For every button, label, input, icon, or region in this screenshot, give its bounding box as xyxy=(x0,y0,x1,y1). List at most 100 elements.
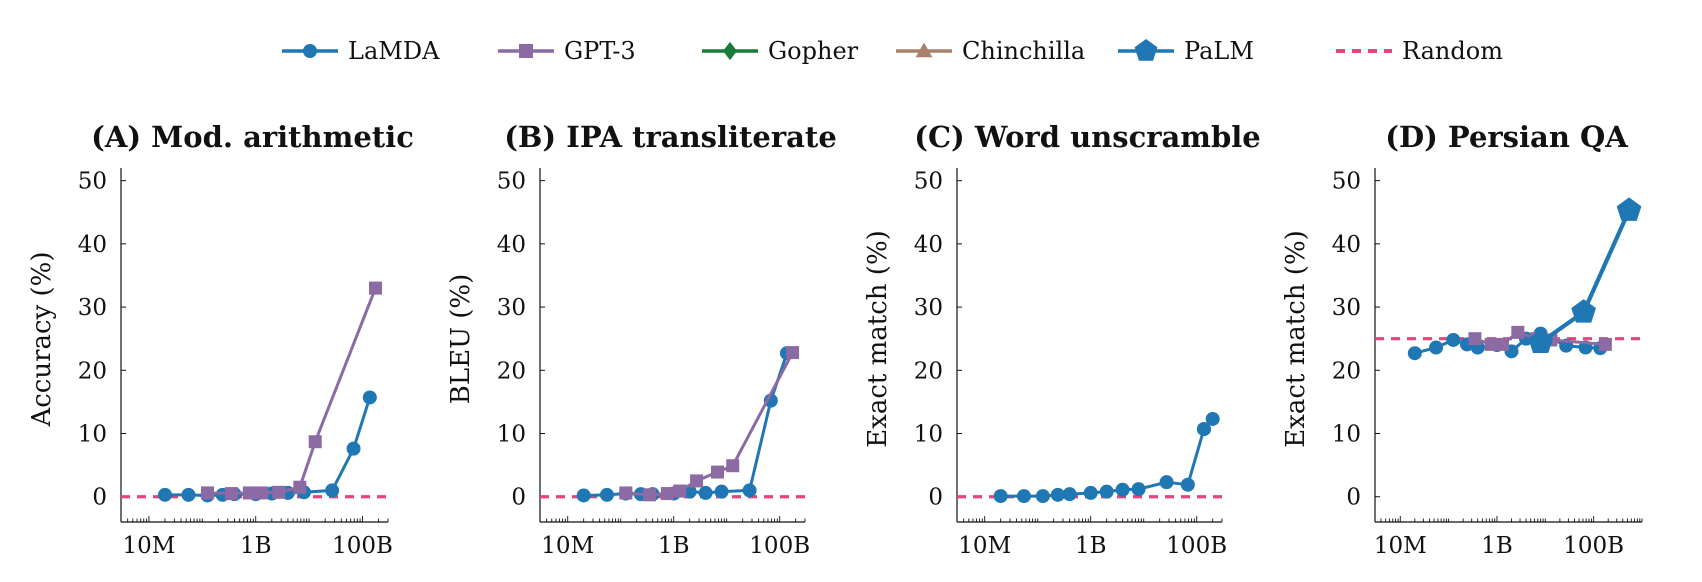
x-tick-label: 10M xyxy=(123,533,176,559)
chart-title: (D) Persian QA xyxy=(1385,120,1628,154)
data-point xyxy=(1571,299,1596,323)
data-point xyxy=(1131,482,1146,497)
data-point xyxy=(242,486,256,500)
y-tick-label: 20 xyxy=(914,358,943,384)
legend-label: LaMDA xyxy=(348,37,440,65)
series-line xyxy=(1000,428,1206,498)
data-point xyxy=(576,488,591,503)
y-tick-label: 20 xyxy=(78,358,107,384)
series-palm xyxy=(1528,197,1642,353)
y-tick-label: 50 xyxy=(78,169,107,195)
series-lamda xyxy=(1196,411,1220,437)
data-point xyxy=(1050,487,1065,502)
data-point xyxy=(224,487,238,501)
data-point xyxy=(255,486,269,500)
legend-item-random: Random xyxy=(1336,37,1503,65)
y-tick-label: 40 xyxy=(914,232,943,258)
chart-panel-4: (D) Persian QA 0 10 20 30 40 50 10M 1B 100B Exact … xyxy=(1281,120,1643,559)
chart-panel-2: (B) IPA transliterate 0 10 20 30 40 50 10M 1B 100… xyxy=(446,120,837,559)
x-tick-label: 100B xyxy=(1563,533,1624,559)
data-point xyxy=(293,480,307,494)
data-point xyxy=(181,487,196,502)
data-point xyxy=(1429,340,1444,355)
series-gpt-3 xyxy=(200,281,382,501)
legend-label: Chinchilla xyxy=(962,37,1085,65)
series-lamda xyxy=(576,346,794,503)
x-tick-label: 1B xyxy=(1075,533,1107,559)
data-point xyxy=(643,488,657,502)
data-point xyxy=(599,487,614,502)
data-point xyxy=(673,484,687,498)
legend-marker xyxy=(519,44,533,58)
data-point xyxy=(742,483,757,498)
y-tick-label: 0 xyxy=(928,485,943,511)
y-tick-label: 10 xyxy=(1332,422,1361,448)
data-point xyxy=(362,390,377,405)
data-point xyxy=(710,465,724,479)
y-tick-label: 40 xyxy=(78,232,107,258)
data-point xyxy=(1528,329,1553,353)
data-point xyxy=(1180,477,1195,492)
y-tick-label: 50 xyxy=(1332,169,1361,195)
legend-item-lamda: LaMDA xyxy=(282,37,440,65)
data-point xyxy=(714,484,729,499)
series-line xyxy=(207,287,377,496)
data-point xyxy=(690,474,704,488)
y-tick-label: 40 xyxy=(497,232,526,258)
series-line xyxy=(165,397,372,497)
x-tick-label: 10M xyxy=(1374,533,1427,559)
data-point xyxy=(619,486,633,500)
x-tick-label: 10M xyxy=(541,533,594,559)
y-tick-label: 50 xyxy=(497,169,526,195)
chart-title: (A) Mod. arithmetic xyxy=(91,120,414,154)
data-point xyxy=(1205,411,1220,426)
y-axis-label: BLEU (%) xyxy=(446,274,476,405)
data-point xyxy=(1083,485,1098,500)
legend-label: Random xyxy=(1402,37,1503,65)
data-point xyxy=(1468,332,1482,346)
data-point xyxy=(157,487,172,502)
legend-marker xyxy=(303,44,317,58)
y-axis-label: Accuracy (%) xyxy=(27,251,57,427)
series-line xyxy=(583,352,789,497)
data-point xyxy=(346,441,361,456)
legend-label: GPT-3 xyxy=(564,37,636,65)
series-lamda xyxy=(157,390,377,503)
x-tick-label: 100B xyxy=(749,533,810,559)
y-tick-label: 30 xyxy=(497,295,526,321)
data-point xyxy=(1035,489,1050,504)
chart-panel-3: (C) Word unscramble 0 10 20 30 40 50 10M 1B 100B E… xyxy=(863,120,1261,559)
legend-marker xyxy=(723,41,737,61)
data-point xyxy=(1099,484,1114,499)
data-point xyxy=(1511,325,1525,339)
data-point xyxy=(325,483,340,498)
data-point xyxy=(1598,337,1612,351)
x-tick-label: 1B xyxy=(1481,533,1513,559)
y-tick-label: 20 xyxy=(497,358,526,384)
legend-marker xyxy=(915,42,933,58)
series-line xyxy=(625,351,794,497)
data-point xyxy=(368,281,382,295)
legend: LaMDA GPT-3 Gopher Chinchilla PaLM Random xyxy=(282,37,1503,65)
data-point xyxy=(1196,422,1211,437)
data-point xyxy=(786,346,800,360)
data-point xyxy=(1407,346,1422,361)
data-point xyxy=(1446,332,1461,347)
data-point xyxy=(1616,197,1642,221)
chart-title: (B) IPA transliterate xyxy=(504,120,837,154)
legend-label: PaLM xyxy=(1184,37,1254,65)
data-point xyxy=(698,485,713,500)
y-axis-label: Exact match (%) xyxy=(1281,230,1311,448)
data-point xyxy=(763,393,778,408)
legend-label: Gopher xyxy=(768,37,859,65)
x-tick-label: 1B xyxy=(240,533,272,559)
legend-item-gopher: Gopher xyxy=(702,37,859,65)
data-point xyxy=(1484,337,1498,351)
chart-panels: (A) Mod. arithmetic 0 10 20 30 40 50 10M 1B 100B A… xyxy=(27,120,1643,559)
chart-panel-1: (A) Mod. arithmetic 0 10 20 30 40 50 10M 1B 100B A… xyxy=(27,120,414,559)
data-point xyxy=(993,489,1008,504)
data-point xyxy=(1062,487,1077,502)
legend-item-gpt-3: GPT-3 xyxy=(498,37,636,65)
y-tick-label: 40 xyxy=(1332,232,1361,258)
